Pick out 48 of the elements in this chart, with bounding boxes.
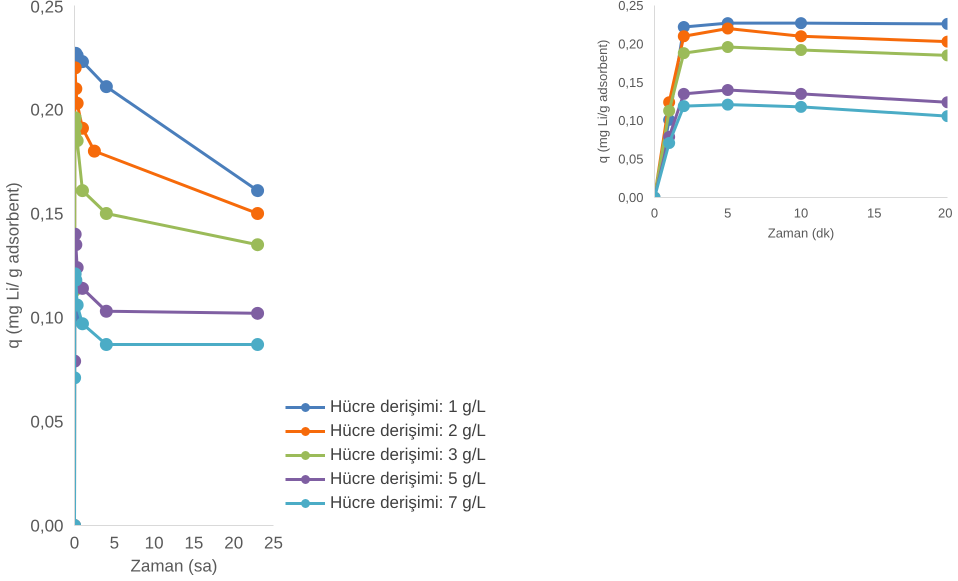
- y-axis-title: q (mg Li/ g adsorbent): [3, 182, 22, 349]
- point: [678, 88, 690, 100]
- legend-label: Hücre derişimi: 2 g/L: [330, 421, 486, 441]
- point: [251, 184, 264, 198]
- point: [795, 100, 807, 113]
- legend-label: Hücre derişimi: 7 g/L: [330, 493, 486, 513]
- x-tick-label: 15: [184, 534, 204, 552]
- y-tick-label: 0,05: [30, 412, 64, 432]
- y-tick-label: 0,15: [618, 74, 644, 90]
- point: [678, 47, 690, 60]
- x-tick-label: 20: [938, 206, 953, 220]
- x-tick-label: 0: [70, 534, 80, 552]
- x-tick-label: 25: [264, 534, 283, 552]
- point: [795, 30, 807, 42]
- x-tick-label: 15: [867, 206, 882, 220]
- point: [722, 40, 734, 53]
- x-axis-title: Zaman (sa): [130, 556, 218, 576]
- x-tick-label: 10: [794, 206, 808, 220]
- point: [663, 136, 676, 149]
- x-tick-label: 10: [144, 534, 164, 552]
- y-tick-label: 0,00: [618, 190, 644, 205]
- point: [663, 104, 676, 117]
- y-tick-label: 0,00: [30, 516, 64, 536]
- x-tick-label: 5: [724, 206, 732, 220]
- point: [678, 30, 690, 42]
- legend-label: Hücre derişimi: 3 g/L: [330, 445, 486, 465]
- point: [678, 100, 690, 112]
- legend-label: Hücre derişimi: 5 g/L: [330, 469, 486, 489]
- point: [795, 17, 807, 30]
- y-tick-label: 0,15: [30, 204, 64, 224]
- y-tick-label: 0,20: [618, 36, 644, 52]
- y-tick-label: 0,25: [30, 0, 64, 16]
- point: [722, 22, 734, 35]
- y-tick-label: 0,10: [618, 113, 644, 128]
- point: [795, 44, 807, 56]
- x-tick-label: 0: [650, 206, 658, 220]
- y-axis-title: q (mg Li/g adsorbent): [595, 40, 610, 164]
- point: [722, 84, 734, 96]
- x-tick-label: 20: [224, 534, 244, 552]
- x-axis-title: Zaman (dk): [768, 226, 834, 240]
- y-tick-label: 0,20: [30, 100, 64, 120]
- y-tick-label: 0,25: [618, 0, 644, 13]
- point: [795, 88, 807, 100]
- y-tick-label: 0,05: [618, 152, 644, 167]
- y-tick-label: 0,10: [30, 308, 64, 328]
- x-tick-label: 5: [110, 534, 120, 552]
- point: [722, 98, 734, 111]
- legend-label: Hücre derişimi: 1 g/L: [330, 397, 486, 417]
